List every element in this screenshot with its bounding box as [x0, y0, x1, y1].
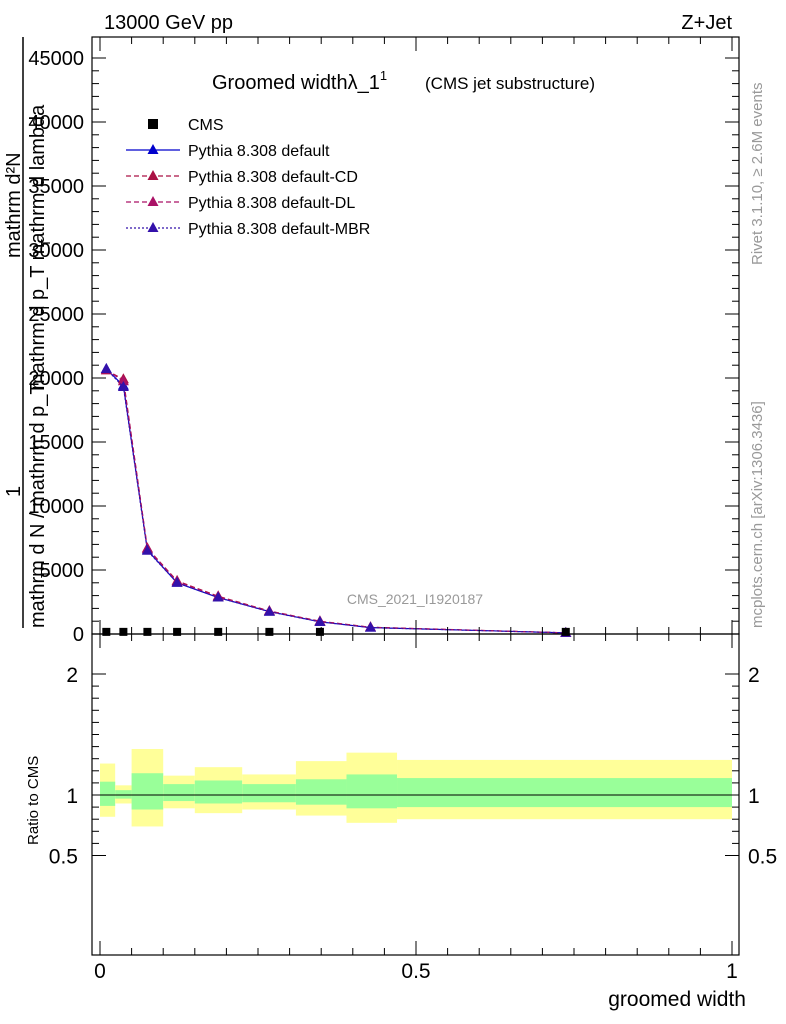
cms-point: [561, 627, 570, 636]
series-line: [105, 368, 566, 634]
chart-title: Groomed widthλ_11: [212, 68, 387, 94]
series-marker: [117, 380, 129, 391]
series-marker: [212, 591, 224, 602]
x-tick-label: 0: [94, 960, 106, 983]
ratio-stat-band: [100, 781, 116, 806]
y-tick-label: 20000: [28, 368, 84, 390]
cms-point: [119, 627, 128, 636]
cms-point: [214, 627, 223, 636]
legend-marker: [148, 119, 158, 129]
chart-title-paren: (CMS jet substructure): [425, 74, 595, 93]
main-series-layer: [100, 363, 572, 637]
cms-point: [173, 627, 182, 636]
x-axis-label: groomed width: [608, 988, 746, 1011]
ratio-stat-band: [163, 784, 195, 802]
series-marker: [263, 605, 275, 616]
legend-label: Pythia 8.308 default-CD: [188, 169, 358, 186]
series-line: [105, 369, 566, 634]
cms-point: [143, 627, 152, 636]
ylabel-denominator: mathrm d p_T mathrm d lambda: [27, 104, 49, 390]
series-marker: [100, 363, 112, 374]
ratio-tick-label: 2: [66, 664, 78, 687]
process-label: Z+Jet: [681, 12, 732, 34]
legend-label: CMS: [188, 117, 224, 134]
x-tick-label: 1: [726, 960, 738, 983]
y-tick-label: 40000: [28, 112, 84, 134]
ylabel-numerator: mathrm d²N: [3, 152, 25, 258]
cms-points-layer: [102, 627, 570, 636]
ratio-tick-label-right: 1: [748, 785, 760, 808]
legend-marker: [147, 144, 159, 154]
ylabel-prefix-den: mathrm d N / mathrm d p_T: [27, 382, 49, 628]
series-marker: [171, 576, 183, 587]
ylabel-prefix-num: 1: [3, 486, 25, 497]
x-tick-label: 0.5: [401, 960, 430, 983]
ratio-ticks: [92, 634, 739, 955]
y-tick-label: 5000: [40, 560, 85, 582]
legend: CMS Pythia 8.308 default Pythia 8.308 defa…: [126, 117, 370, 238]
legend-marker: [147, 222, 159, 232]
analysis-watermark: CMS_2021_I1920187: [347, 591, 483, 607]
cms-point: [102, 627, 111, 636]
y-tick-label: 35000: [28, 176, 84, 198]
ratio-tick-label-right: 2: [748, 664, 760, 687]
ratio-stat-band: [397, 778, 732, 808]
y-tick-label: 10000: [28, 496, 84, 518]
ratio-y-label: Ratio to CMS: [25, 756, 42, 845]
ratio-y-tick-labels: 0.5 0.5 1 1 2 2: [49, 664, 777, 869]
series-marker: [117, 375, 129, 386]
chart-title-sup: 1: [380, 68, 387, 83]
legend-marker: [147, 170, 159, 180]
y-tick-label: 0: [73, 624, 84, 646]
ylabel-sub-t2: T: [38, 570, 53, 578]
ratio-bands: [100, 749, 732, 827]
series-line: [106, 369, 566, 634]
ratio-panel: 0.5 0.51 12 2 0 0.5 1: [49, 633, 777, 983]
series-marker: [364, 621, 376, 632]
ratio-stat-band: [194, 780, 243, 804]
ratio-tick-label: 1: [66, 785, 78, 808]
y-tick-label: 45000: [28, 48, 84, 70]
main-y-tick-labels: 0 5000 10000 15000 20000 25000 30000 35000 40000…: [28, 48, 84, 646]
ylabel-sub-t1: T: [38, 239, 53, 247]
y-tick-label: 15000: [28, 432, 84, 454]
legend-marker: [147, 196, 159, 206]
main-panel: 0 5000 10000 15000 20000 25000 30000 35000 40000…: [28, 36, 740, 646]
mcplots-side-label: mcplots.cern.ch [arXiv:1306.3436]: [749, 401, 766, 628]
rivet-side-label: Rivet 3.1.10, ≥ 2.6M events: [749, 83, 766, 266]
ratio-stat-band: [115, 790, 132, 799]
x-tick-labels: 0 0.5 1: [94, 960, 738, 983]
ratio-stat-band: [295, 779, 347, 805]
legend-label: Pythia 8.308 default-MBR: [188, 221, 370, 238]
legend-label: Pythia 8.308 default: [188, 143, 330, 160]
series-marker: [141, 544, 153, 555]
cms-point: [265, 627, 274, 636]
ratio-stat-band: [131, 773, 164, 810]
series-marker: [314, 615, 326, 626]
series-line: [105, 368, 566, 634]
ratio-tick-label: 0.5: [49, 846, 78, 869]
ratio-stat-band: [242, 784, 296, 803]
y-tick-label: 25000: [28, 304, 84, 326]
legend-label: Pythia 8.308 default-DL: [188, 195, 355, 212]
ratio-tick-label-right: 0.5: [748, 846, 777, 869]
ratio-stat-band: [346, 774, 398, 809]
main-y-label: mathrm d²N mathrm d p_T mathrm d lambda …: [3, 37, 53, 628]
cms-point: [315, 627, 324, 636]
y-tick-label: 30000: [28, 240, 84, 262]
energy-label: 13000 GeV pp: [104, 12, 233, 34]
